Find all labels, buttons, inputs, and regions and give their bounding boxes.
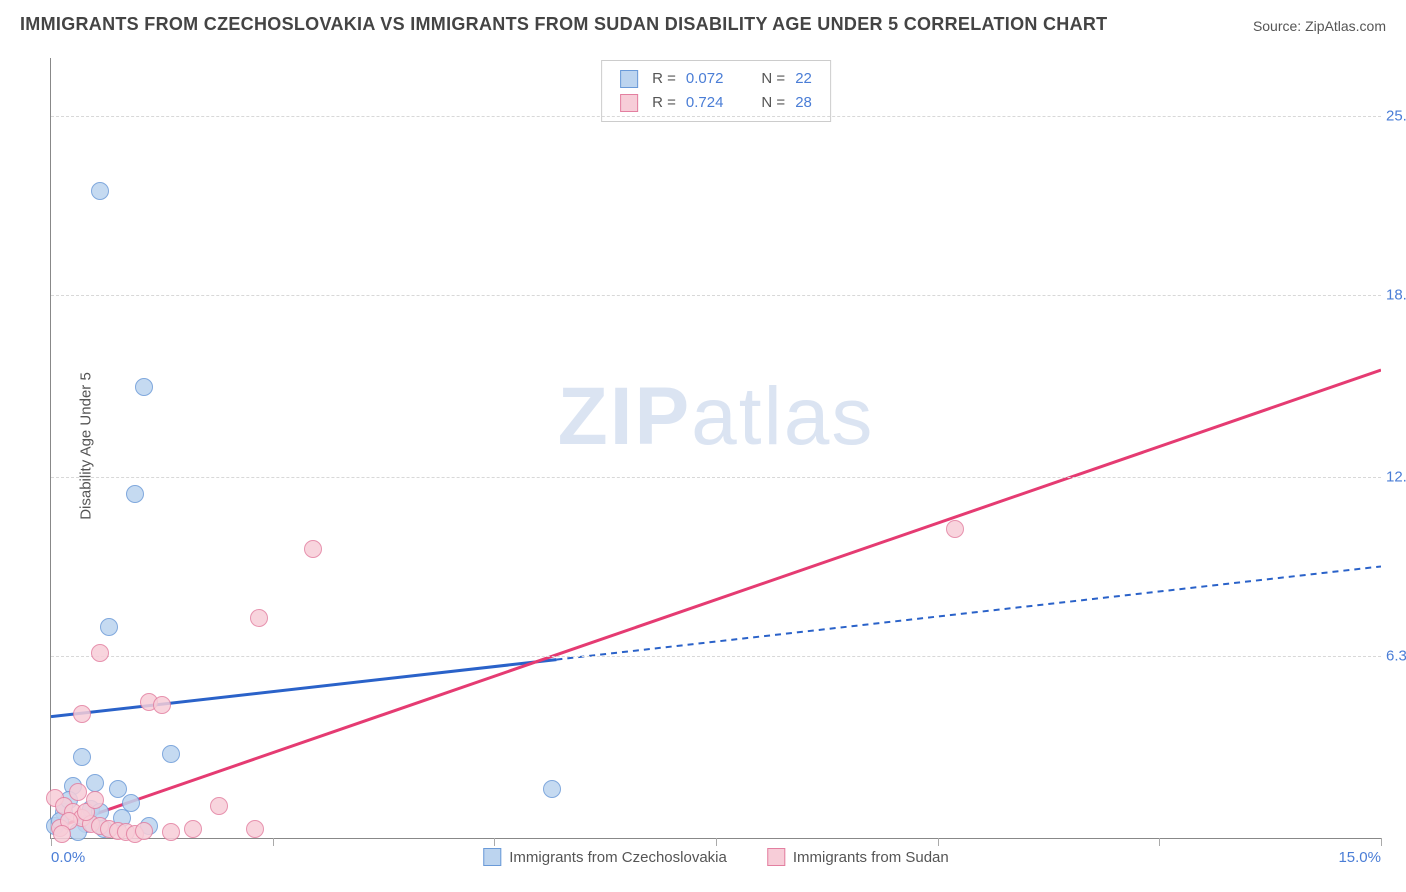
data-point xyxy=(73,705,91,723)
x-tick xyxy=(716,838,717,846)
r-value: 0.724 xyxy=(686,91,724,115)
data-point xyxy=(250,609,268,627)
correlation-stat-box: R = 0.072 N = 22 R = 0.724 N = 28 xyxy=(601,60,831,122)
n-value: 22 xyxy=(795,67,812,91)
r-label: R = xyxy=(652,91,676,115)
data-point xyxy=(86,774,104,792)
data-point xyxy=(109,780,127,798)
chart-container: IMMIGRANTS FROM CZECHOSLOVAKIA VS IMMIGR… xyxy=(0,0,1406,892)
y-tick-label: 12.5% xyxy=(1386,468,1406,485)
legend-label: Immigrants from Sudan xyxy=(793,849,949,866)
legend-label: Immigrants from Czechoslovakia xyxy=(509,849,727,866)
gridline-h xyxy=(51,295,1381,296)
data-point xyxy=(162,745,180,763)
r-value: 0.072 xyxy=(686,67,724,91)
r-label: R = xyxy=(652,67,676,91)
gridline-h xyxy=(51,116,1381,117)
gridline-h xyxy=(51,656,1381,657)
n-label: N = xyxy=(761,67,785,91)
data-point xyxy=(69,783,87,801)
data-point xyxy=(946,520,964,538)
y-tick-label: 6.3% xyxy=(1386,648,1406,665)
watermark: ZIPatlas xyxy=(558,370,875,464)
chart-title: IMMIGRANTS FROM CZECHOSLOVAKIA VS IMMIGR… xyxy=(20,14,1107,35)
y-tick-label: 18.8% xyxy=(1386,286,1406,303)
source-name: ZipAtlas.com xyxy=(1305,18,1386,34)
data-point xyxy=(73,748,91,766)
x-tick xyxy=(1159,838,1160,846)
x-tick xyxy=(938,838,939,846)
data-point xyxy=(246,820,264,838)
data-point xyxy=(162,823,180,841)
source-credit: Source: ZipAtlas.com xyxy=(1253,18,1386,34)
x-tick xyxy=(1381,838,1382,846)
gridline-h xyxy=(51,477,1381,478)
data-point xyxy=(100,618,118,636)
x-axis-max-label: 15.0% xyxy=(1338,849,1381,866)
legend-swatch xyxy=(483,848,501,866)
x-axis-min-label: 0.0% xyxy=(51,849,85,866)
legend: Immigrants from Czechoslovakia Immigrants… xyxy=(483,848,948,866)
legend-swatch xyxy=(767,848,785,866)
legend-swatch xyxy=(620,70,638,88)
data-point xyxy=(210,797,228,815)
stat-row: R = 0.724 N = 28 xyxy=(620,91,812,115)
data-point xyxy=(135,822,153,840)
data-point xyxy=(153,696,171,714)
y-tick-label: 25.0% xyxy=(1386,107,1406,124)
data-point xyxy=(91,644,109,662)
n-label: N = xyxy=(761,91,785,115)
legend-item: Immigrants from Czechoslovakia xyxy=(483,848,727,866)
plot-area: ZIPatlas R = 0.072N = 22R = 0.724N = 28 … xyxy=(50,58,1381,839)
data-point xyxy=(184,820,202,838)
data-point xyxy=(91,182,109,200)
data-point xyxy=(543,780,561,798)
stat-row: R = 0.072 N = 22 xyxy=(620,67,812,91)
trendlines-layer xyxy=(51,58,1381,838)
source-label: Source: xyxy=(1253,18,1305,34)
x-tick xyxy=(494,838,495,846)
legend-swatch xyxy=(620,94,638,112)
data-point xyxy=(53,825,71,843)
legend-item: Immigrants from Sudan xyxy=(767,848,949,866)
n-value: 28 xyxy=(795,91,812,115)
data-point xyxy=(135,378,153,396)
data-point xyxy=(126,485,144,503)
data-point xyxy=(304,540,322,558)
x-tick xyxy=(273,838,274,846)
x-tick xyxy=(51,838,52,846)
data-point xyxy=(86,791,104,809)
